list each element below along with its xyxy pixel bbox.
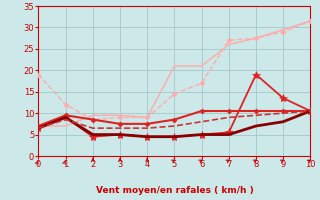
X-axis label: Vent moyen/en rafales ( km/h ): Vent moyen/en rafales ( km/h ) [96, 186, 253, 195]
